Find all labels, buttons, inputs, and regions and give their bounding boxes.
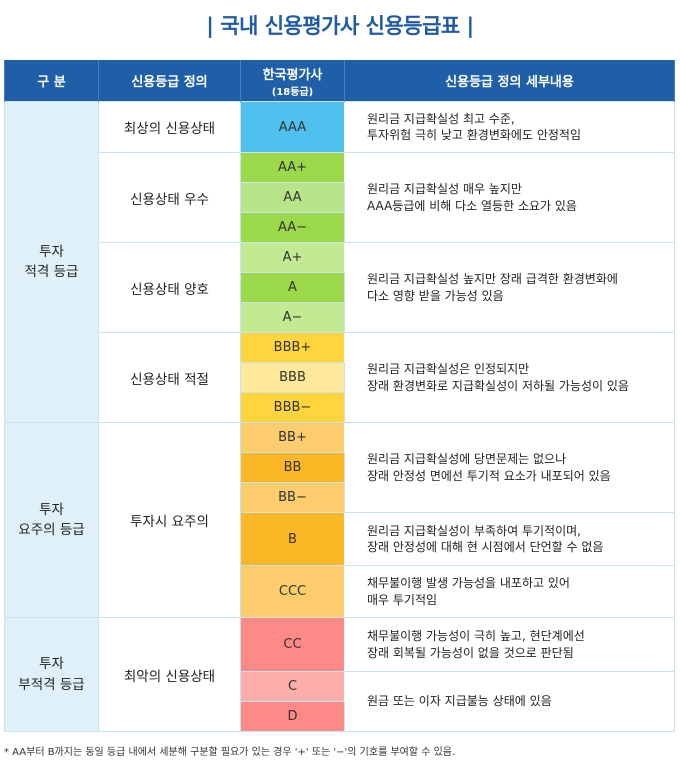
detail-cell: 원리금 지급확실성에 당면문제는 없으나 장래 안정성 면에선 투기적 요소가 … bbox=[344, 422, 675, 513]
grade-cell: AA+ bbox=[240, 152, 345, 183]
grade-cell: AA bbox=[240, 182, 345, 213]
table-row: C 원금 또는 이자 지급불능 상태에 있음 bbox=[5, 671, 675, 732]
header-agency-sub: (18등급) bbox=[271, 86, 314, 98]
grade-cell: CCC bbox=[240, 565, 345, 618]
detail-cell: 채무불이행 발생 가능성을 내포하고 있어 매우 투기적임 bbox=[344, 565, 675, 618]
table-row: A− bbox=[5, 302, 675, 333]
detail-line: 장래 환경변화로 지급확실성이 저하될 가능성이 있음 bbox=[367, 378, 629, 393]
grade-cell: BB− bbox=[240, 482, 345, 513]
table-row: BBB bbox=[5, 362, 675, 393]
detail-line: 원리금 지급확실성 최고 수준, bbox=[367, 111, 515, 126]
table-row: 신용상태 우수 AA+ 원리금 지급확실성 매우 높지만 AAA등급에 비해 다… bbox=[5, 152, 675, 243]
header-category: 구 분 bbox=[4, 60, 99, 102]
page-title: | 국내 신용평가사 신용등급표 | bbox=[206, 14, 474, 38]
detail-line: 투자위험 극히 낮고 환경변화에도 안정적임 bbox=[367, 128, 581, 142]
grade-cell: BBB− bbox=[240, 392, 345, 423]
table-header-row: 구 분 신용등급 정의 한국평가사 (18등급) 신용등급 정의 세부내용 bbox=[4, 60, 675, 102]
grade-cell: A+ bbox=[240, 242, 345, 273]
detail-line: 원리금 지급확실성에 당면문제는 없으나 bbox=[367, 452, 567, 467]
detail-line: 장래 안정성에 대해 현 시점에서 단언할 수 없음 bbox=[367, 540, 604, 554]
detail-cell: 원리금 지급확실성 최고 수준, 투자위험 극히 낮고 환경변화에도 안정적임 bbox=[344, 101, 675, 153]
credit-rating-table: 구 분 신용등급 정의 한국평가사 (18등급) 신용등급 정의 세부내용 투자… bbox=[4, 60, 675, 732]
definition-cell: 신용상태 적절 bbox=[98, 332, 241, 423]
detail-line: 다소 영향 받을 가능성 있음 bbox=[367, 288, 504, 303]
grade-cell: CC bbox=[240, 617, 345, 672]
detail-line: 매우 투기적임 bbox=[367, 592, 438, 607]
detail-cell: 원금 또는 이자 지급불능 상태에 있음 bbox=[344, 671, 675, 732]
detail-line: 원리금 지급확실성은 인정되지만 bbox=[367, 362, 530, 377]
grade-cell: D bbox=[240, 701, 345, 732]
detail-line: 채무불이행 가능성이 극히 높고, 현단계에선 bbox=[367, 629, 585, 644]
footnote: * AA부터 B까지는 동일 등급 내에서 세분해 구분할 필요가 있는 경우 … bbox=[4, 747, 456, 758]
detail-line: 원리금 지급확실성 높지만 장래 급격한 환경변화에 bbox=[367, 272, 618, 287]
grade-cell: BBB bbox=[240, 362, 345, 393]
detail-cell: 원리금 지급확실성 매우 높지만 AAA등급에 비해 다소 열등한 소요가 있음 bbox=[344, 152, 675, 243]
detail-line: 장래 회복될 가능성이 없을 것으로 판단됨 bbox=[367, 645, 574, 660]
grade-cell: BB bbox=[240, 452, 345, 483]
definition-cell: 신용상태 양호 bbox=[98, 242, 241, 333]
grade-cell: AAA bbox=[240, 101, 345, 153]
definition-cell: 최악의 신용상태 bbox=[98, 617, 241, 732]
detail-line: AAA등급에 비해 다소 열등한 소요가 있음 bbox=[367, 198, 577, 213]
header-agency: 한국평가사 (18등급) bbox=[240, 60, 345, 102]
category-label-line: 투자 bbox=[39, 501, 64, 518]
header-agency-label: 한국평가사 bbox=[262, 67, 323, 83]
table-row: CCC 채무불이행 발생 가능성을 내포하고 있어 매우 투기적임 bbox=[5, 565, 675, 618]
category-label-line: 투자 bbox=[39, 656, 64, 673]
detail-line: 원리금 지급확실성 매우 높지만 bbox=[367, 182, 522, 197]
grade-cell: A− bbox=[240, 302, 345, 333]
grade-cell: B bbox=[240, 512, 345, 566]
table-row: AA bbox=[5, 182, 675, 213]
grade-cell: BB+ bbox=[240, 422, 345, 453]
table-row: 투자 요주의 등급 투자시 요주의 BB+ 원리금 지급확실성에 당면문제는 없… bbox=[4, 422, 675, 618]
category-caution: 투자 요주의 등급 bbox=[4, 422, 99, 618]
table-row: 신용상태 적절 BBB+ 원리금 지급확실성은 인정되지만 장래 환경변화로 지… bbox=[5, 332, 675, 423]
category-invest: 투자 적격 등급 bbox=[4, 101, 99, 423]
detail-line: 채무불이행 발생 가능성을 내포하고 있어 bbox=[367, 576, 570, 591]
table-row: D bbox=[5, 701, 675, 732]
header-definition: 신용등급 정의 bbox=[98, 60, 241, 102]
detail-line: 장래 안정성 면에선 투기적 요소가 내포되어 있음 bbox=[367, 468, 611, 483]
table-row: BB bbox=[5, 452, 675, 483]
category-label-line: 부적격 등급 bbox=[18, 676, 85, 693]
table-row: 투자 적격 등급 최상의 신용상태 AAA 원리금 지급확실성 최고 수준, 투… bbox=[4, 101, 675, 423]
table-row: BBB− bbox=[5, 392, 675, 423]
header-detail: 신용등급 정의 세부내용 bbox=[344, 60, 675, 102]
detail-cell: 채무불이행 가능성이 극히 높고, 현단계에선 장래 회복될 가능성이 없을 것… bbox=[344, 617, 675, 672]
definition-cell: 신용상태 우수 bbox=[98, 152, 241, 243]
grade-cell: BBB+ bbox=[240, 332, 345, 363]
detail-cell: 원리금 지급확실성이 부족하여 투기적이며, 장래 안정성에 대해 현 시점에서… bbox=[344, 512, 675, 566]
category-non-invest: 투자 부적격 등급 bbox=[4, 617, 99, 732]
category-label-line: 투자 bbox=[39, 243, 64, 260]
definition-cell: 투자시 요주의 bbox=[98, 422, 241, 618]
category-label-line: 적격 등급 bbox=[24, 264, 79, 280]
table-row: 투자 부적격 등급 최악의 신용상태 CC 채무불이행 가능성이 극히 높고, … bbox=[4, 617, 675, 732]
grade-cell: C bbox=[240, 671, 345, 702]
detail-cell: 원리금 지급확실성은 인정되지만 장래 환경변화로 지급확실성이 저하될 가능성… bbox=[344, 332, 675, 423]
grade-cell: AA− bbox=[240, 212, 345, 243]
detail-line: 원리금 지급확실성이 부족하여 투기적이며, bbox=[367, 523, 581, 538]
category-label-line: 요주의 등급 bbox=[18, 522, 85, 538]
detail-cell: 원리금 지급확실성 높지만 장래 급격한 환경변화에 다소 영향 받을 가능성 … bbox=[344, 242, 675, 333]
table-row: BB− bbox=[5, 482, 675, 513]
table-row: 신용상태 양호 A+ 원리금 지급확실성 높지만 장래 급격한 환경변화에 다소… bbox=[5, 242, 675, 333]
grade-cell: A bbox=[240, 272, 345, 303]
definition-cell: 최상의 신용상태 bbox=[98, 101, 241, 153]
